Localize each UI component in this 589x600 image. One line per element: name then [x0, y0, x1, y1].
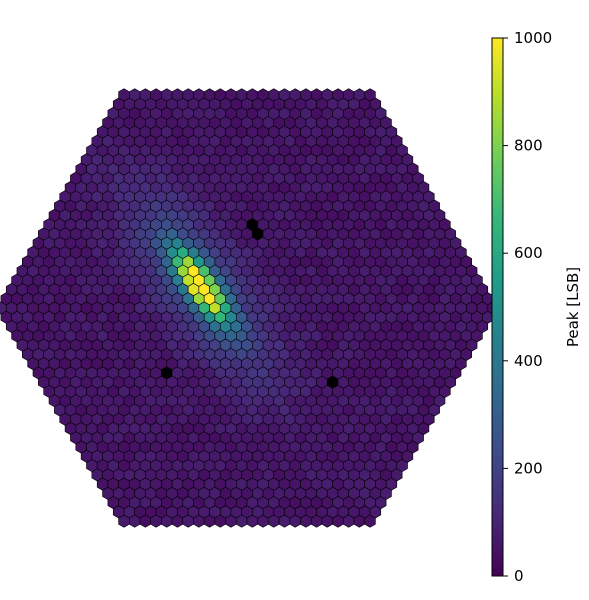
camera-pixel	[150, 88, 162, 102]
camera-pixel	[193, 88, 205, 102]
colorbar-gradient	[491, 37, 504, 577]
camera-pixel	[203, 88, 216, 102]
camera-pixel	[321, 88, 333, 102]
colorbar-tick-label: 200	[514, 459, 543, 477]
camera-pixel	[278, 88, 291, 102]
colorbar-label: Peak [LSB]	[564, 267, 582, 347]
colorbar: 0 200 400 600 800 1000 Peak [LSB]	[491, 29, 582, 585]
camera-pixel	[364, 88, 376, 102]
camera-pixel	[171, 88, 184, 102]
camera-pixel	[300, 88, 312, 102]
camera-pixel	[214, 88, 226, 102]
colorbar-tick-label: 600	[514, 244, 543, 262]
camera-pixel	[129, 88, 141, 102]
camera-pixel	[268, 88, 280, 102]
camera-pixel	[225, 88, 237, 102]
camera-pixel	[182, 88, 194, 102]
camera-pixel	[332, 88, 344, 102]
camera-pixel	[139, 88, 151, 102]
camera-pixel	[236, 88, 248, 102]
camera-pixel	[353, 88, 366, 102]
hex-camera-pixels	[0, 88, 499, 528]
camera-pixel	[257, 88, 269, 102]
colorbar-tick-label: 1000	[514, 29, 552, 47]
colorbar-tick-label: 800	[514, 137, 543, 155]
camera-pixel	[118, 88, 130, 102]
camera-pixel	[342, 88, 355, 102]
camera-pixel	[310, 88, 323, 102]
camera-pixel	[289, 88, 301, 102]
camera-pixel	[246, 88, 259, 102]
colorbar-ticks: 0 200 400 600 800 1000	[503, 29, 552, 585]
colorbar-tick-label: 0	[514, 567, 524, 585]
colorbar-tick-label: 400	[514, 352, 543, 370]
camera-pixel	[161, 88, 173, 102]
